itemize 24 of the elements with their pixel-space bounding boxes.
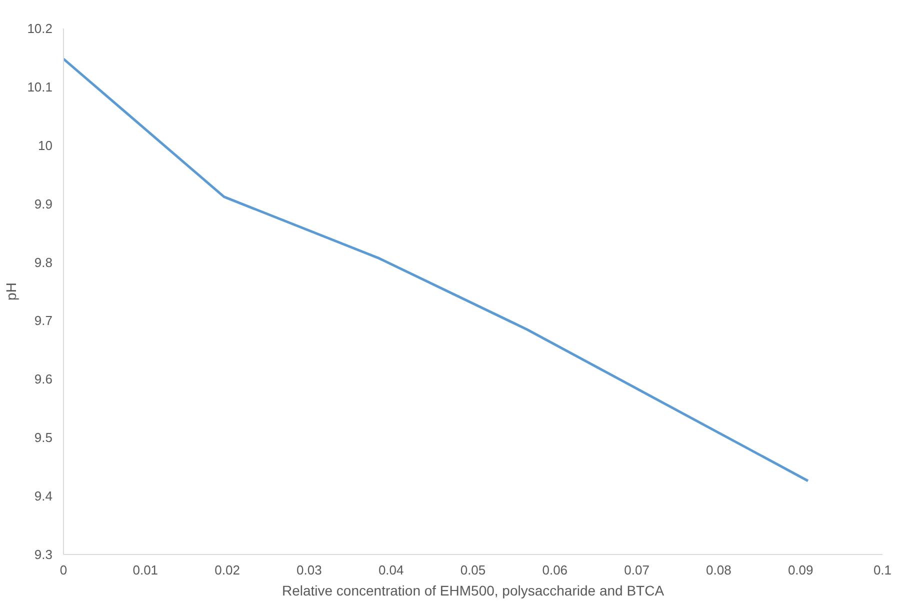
x-tick-label: 0.02 — [214, 562, 240, 578]
x-tick-label: 0.06 — [542, 562, 568, 578]
y-tick-label: 9.7 — [34, 313, 53, 328]
y-tick-label: 10.1 — [27, 79, 53, 94]
x-tick-label: 0.05 — [460, 562, 486, 578]
y-tick-label: 9.9 — [34, 196, 53, 212]
y-tick-label: 9.8 — [34, 254, 53, 270]
y-axis-title: pH — [3, 282, 20, 300]
y-tick-label: 10 — [38, 138, 53, 153]
y-tick-label: 9.4 — [34, 488, 53, 504]
y-tick-label: 10.2 — [27, 21, 53, 36]
x-tick-label: 0.08 — [706, 562, 732, 578]
y-tick-label: 9.6 — [34, 372, 53, 387]
x-tick-label: 0.04 — [378, 562, 404, 578]
x-tick-label: 0.01 — [132, 562, 158, 578]
line-series — [64, 58, 810, 482]
x-tick-label: 0.03 — [296, 562, 322, 578]
x-tick-label: 0 — [60, 562, 68, 578]
x-tick-label: 0.07 — [624, 562, 650, 578]
y-tick-label: 9.3 — [34, 547, 53, 562]
y-tick-label: 9.5 — [34, 430, 53, 446]
x-tick-label: 0.1 — [873, 562, 892, 578]
x-axis-title: Relative concentration of EHM500, polysaccharide and BTCA — [282, 582, 665, 598]
x-tick-label: 0.09 — [788, 562, 814, 578]
